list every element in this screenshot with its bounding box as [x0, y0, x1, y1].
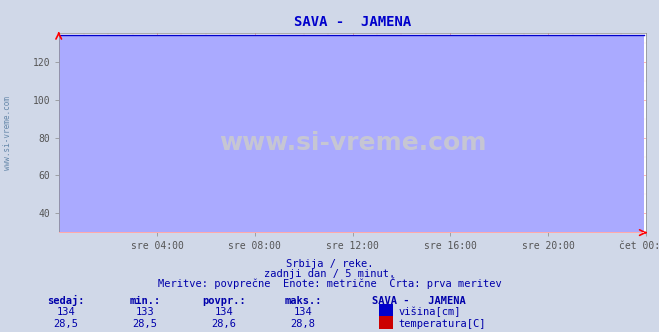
Text: višina[cm]: višina[cm]: [399, 307, 461, 317]
Title: SAVA -  JAMENA: SAVA - JAMENA: [294, 15, 411, 29]
Text: 134: 134: [294, 307, 312, 317]
Text: 28,8: 28,8: [291, 319, 316, 329]
Text: Srbija / reke.: Srbija / reke.: [286, 259, 373, 269]
Text: 28,5: 28,5: [132, 319, 158, 329]
Text: www.si-vreme.com: www.si-vreme.com: [3, 96, 13, 170]
Text: temperatura[C]: temperatura[C]: [399, 319, 486, 329]
Text: zadnji dan / 5 minut.: zadnji dan / 5 minut.: [264, 269, 395, 279]
Text: Meritve: povprečne  Enote: metrične  Črta: prva meritev: Meritve: povprečne Enote: metrične Črta:…: [158, 277, 501, 289]
Text: 28,5: 28,5: [53, 319, 78, 329]
Text: povpr.:: povpr.:: [202, 296, 246, 306]
Text: maks.:: maks.:: [285, 296, 322, 306]
Text: 134: 134: [215, 307, 233, 317]
Text: 28,6: 28,6: [212, 319, 237, 329]
Text: www.si-vreme.com: www.si-vreme.com: [219, 131, 486, 155]
Text: 134: 134: [57, 307, 75, 317]
Text: min.:: min.:: [129, 296, 161, 306]
Text: 133: 133: [136, 307, 154, 317]
Text: SAVA -   JAMENA: SAVA - JAMENA: [372, 296, 465, 306]
Text: sedaj:: sedaj:: [47, 295, 84, 306]
